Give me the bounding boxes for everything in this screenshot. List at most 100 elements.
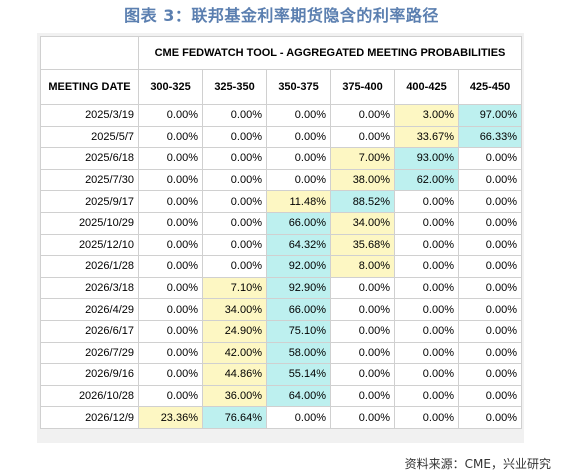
probability-cell: 0.00%	[394, 341, 459, 365]
column-header: 300-325	[138, 69, 203, 105]
probability-cell: 0.00%	[202, 104, 267, 127]
probability-cell: 0.00%	[458, 363, 522, 386]
probability-cell: 0.00%	[458, 168, 522, 192]
probability-cell: 0.00%	[266, 147, 331, 170]
probability-cell: 44.86%	[202, 363, 267, 386]
probability-cell: 66.33%	[458, 125, 522, 149]
probability-cell: 0.00%	[458, 190, 522, 213]
probability-cell: 0.00%	[330, 125, 395, 149]
probability-cell: 93.00%	[394, 147, 459, 170]
meeting-date-cell: 2025/12/10	[40, 233, 139, 257]
probability-cell: 0.00%	[330, 276, 395, 300]
probability-cell: 0.00%	[138, 319, 203, 343]
table-row: 2025/5/7 0.00% 0.00% 0.00% 0.00% 33.67% 66.33%	[40, 125, 522, 149]
probability-cell: 0.00%	[138, 276, 203, 300]
probability-cell: 0.00%	[266, 125, 331, 149]
table-row: 2025/3/19 0.00% 0.00% 0.00% 0.00% 3.00% 97.00%	[40, 104, 522, 127]
probability-cell: 0.00%	[394, 384, 459, 408]
probability-cell: 0.00%	[138, 233, 203, 257]
probability-cell: 0.00%	[330, 384, 395, 408]
column-header: 375-400	[330, 69, 395, 105]
probability-cell: 36.00%	[202, 384, 267, 408]
source-note: 资料来源：CME，兴业研究	[404, 457, 551, 471]
probability-cell: 0.00%	[138, 341, 203, 365]
probability-cell: 34.00%	[330, 211, 395, 235]
meeting-date-cell: 2025/7/30	[40, 168, 139, 192]
meeting-date-cell: 2026/12/9	[40, 406, 139, 429]
probability-cell: 0.00%	[330, 319, 395, 343]
table-row: 2026/3/18 0.00% 7.10% 92.90% 0.00% 0.00% 0.00%	[40, 276, 522, 300]
probability-cell: 0.00%	[458, 276, 522, 300]
probability-cell: 33.67%	[394, 125, 459, 149]
probability-cell: 0.00%	[138, 125, 203, 149]
probability-cell: 35.68%	[330, 233, 395, 257]
probability-cell: 0.00%	[394, 190, 459, 213]
probability-cell: 0.00%	[202, 233, 267, 257]
probability-cell: 0.00%	[202, 147, 267, 170]
probability-cell: 0.00%	[458, 384, 522, 408]
probability-cell: 0.00%	[394, 233, 459, 257]
probability-cell: 0.00%	[458, 406, 522, 429]
date-column-header: MEETING DATE	[40, 69, 139, 105]
probability-cell: 66.00%	[266, 211, 331, 235]
group-header-row: CME FEDWATCH TOOL - AGGREGATED MEETING P…	[40, 36, 522, 70]
table-row: 2025/9/17 0.00% 0.00% 11.48% 88.52% 0.00% 0.00…	[40, 190, 522, 213]
probability-cell: 64.00%	[266, 384, 331, 408]
table-row: 2026/6/17 0.00% 24.90% 75.10% 0.00% 0.00% 0.00…	[40, 319, 522, 343]
probability-cell: 55.14%	[266, 363, 331, 386]
table-row: 2026/10/28 0.00% 36.00% 64.00% 0.00% 0.00% 0.0…	[40, 384, 522, 408]
table-row: 2025/6/18 0.00% 0.00% 0.00% 7.00% 93.00% 0.00%	[40, 147, 522, 170]
probability-cell: 0.00%	[202, 190, 267, 213]
probability-cell: 0.00%	[394, 276, 459, 300]
probability-cell: 38.00%	[330, 168, 395, 192]
probability-cell: 0.00%	[394, 363, 459, 386]
meeting-date-cell: 2026/1/28	[40, 255, 139, 278]
meeting-date-cell: 2026/9/16	[40, 363, 139, 386]
meeting-date-cell: 2025/3/19	[40, 104, 139, 127]
probability-cell: 0.00%	[458, 211, 522, 235]
probability-cell: 0.00%	[330, 406, 395, 429]
probability-cell: 58.00%	[266, 341, 331, 365]
probability-cell: 0.00%	[394, 406, 459, 429]
table-row: 2026/9/16 0.00% 44.86% 55.14% 0.00% 0.00% 0.00…	[40, 363, 522, 386]
probability-cell: 0.00%	[394, 211, 459, 235]
table-row: 2026/7/29 0.00% 42.00% 58.00% 0.00% 0.00% 0.00…	[40, 341, 522, 365]
corner-cell	[40, 36, 139, 70]
probability-cell: 8.00%	[330, 255, 395, 278]
probability-cell: 23.36%	[138, 406, 203, 429]
probability-cell: 0.00%	[458, 233, 522, 257]
probability-cell: 3.00%	[394, 104, 459, 127]
probability-cell: 97.00%	[458, 104, 522, 127]
probability-cell: 92.00%	[266, 255, 331, 278]
group-header: CME FEDWATCH TOOL - AGGREGATED MEETING P…	[138, 36, 522, 70]
meeting-date-cell: 2025/5/7	[40, 125, 139, 149]
probability-cell: 0.00%	[394, 319, 459, 343]
probability-cell: 0.00%	[330, 341, 395, 365]
column-header: 325-350	[202, 69, 267, 105]
probability-cell: 0.00%	[202, 255, 267, 278]
table-row: 2025/12/10 0.00% 0.00% 64.32% 35.68% 0.00% 0.0…	[40, 233, 522, 257]
figure-title: 图表 3：联邦基金利率期货隐含的利率路径	[124, 6, 439, 25]
probability-cell: 62.00%	[394, 168, 459, 192]
probability-cell: 0.00%	[138, 104, 203, 127]
probability-cell: 0.00%	[458, 255, 522, 278]
probability-cell: 88.52%	[330, 190, 395, 213]
meeting-date-cell: 2026/10/28	[40, 384, 139, 408]
probability-cell: 76.64%	[202, 406, 267, 429]
meeting-date-cell: 2025/9/17	[40, 190, 139, 213]
meeting-date-cell: 2025/6/18	[40, 147, 139, 170]
probability-cell: 0.00%	[266, 406, 331, 429]
probability-cell: 64.32%	[266, 233, 331, 257]
table-row: 2026/1/28 0.00% 0.00% 92.00% 8.00% 0.00% 0.00%	[40, 255, 522, 278]
probability-cell: 0.00%	[458, 147, 522, 170]
probability-table: CME FEDWATCH TOOL - AGGREGATED MEETING P…	[40, 36, 522, 429]
probability-cell: 0.00%	[330, 363, 395, 386]
meeting-date-cell: 2026/3/18	[40, 276, 139, 300]
probability-cell: 0.00%	[266, 104, 331, 127]
meeting-date-cell: 2026/4/29	[40, 298, 139, 321]
probability-cell: 0.00%	[138, 255, 203, 278]
meeting-date-cell: 2026/6/17	[40, 319, 139, 343]
table-row: 2025/10/29 0.00% 0.00% 66.00% 34.00% 0.00% 0.0…	[40, 211, 522, 235]
probability-cell: 7.10%	[202, 276, 267, 300]
probability-cell: 0.00%	[458, 298, 522, 321]
